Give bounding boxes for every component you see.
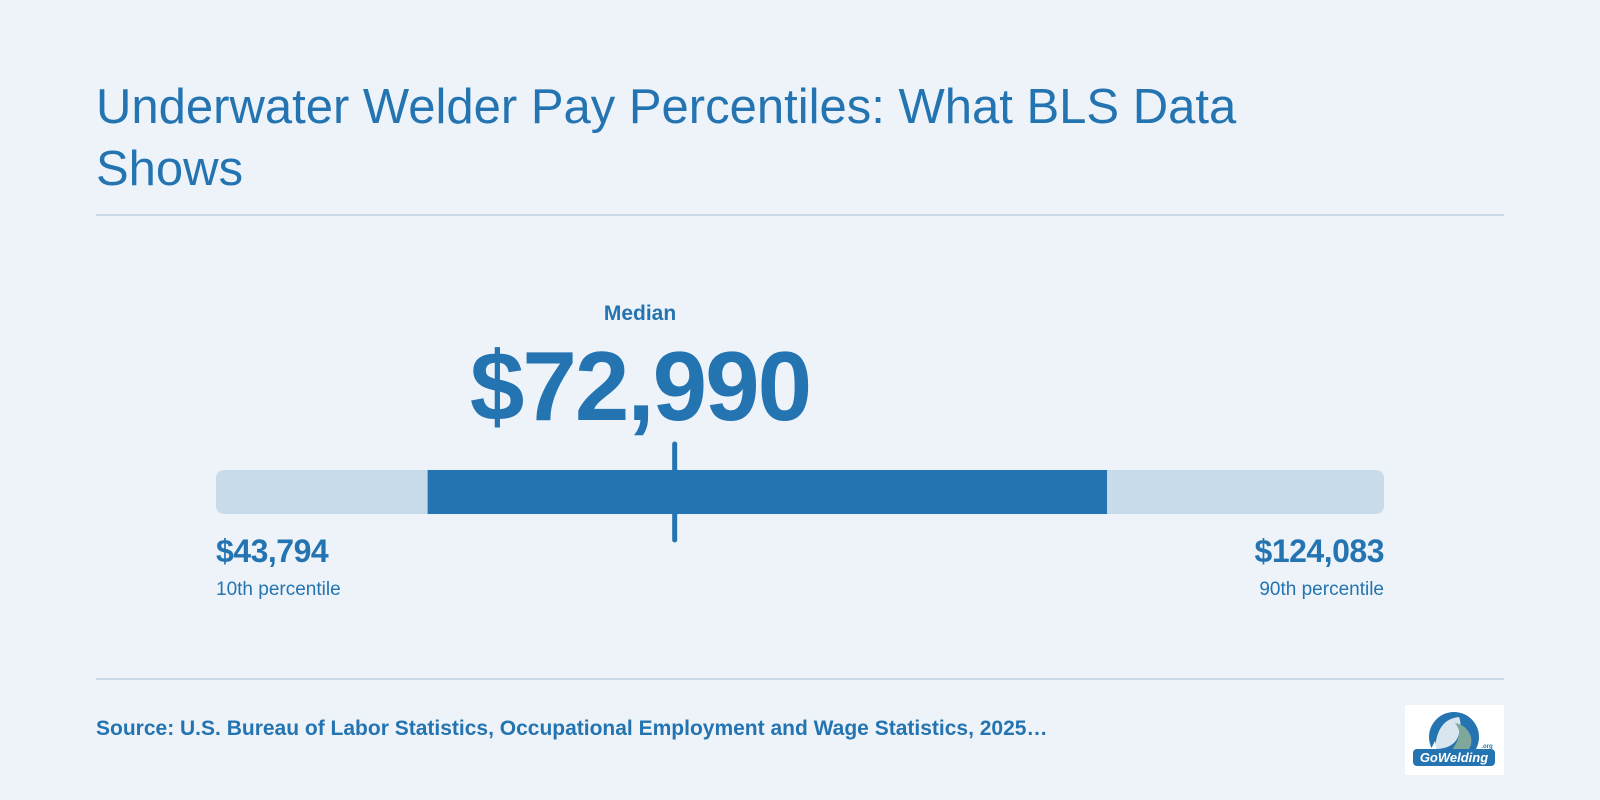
median-value: $72,990 <box>469 331 812 441</box>
chart-title: Underwater Welder Pay Percentiles: What … <box>96 80 1237 196</box>
welder-helmet-icon: GoWelding .org <box>1413 712 1495 766</box>
low-caption: 10th percentile <box>216 579 341 600</box>
top-divider <box>96 214 1504 216</box>
percentile-range-bar <box>427 470 1108 514</box>
bottom-divider <box>96 678 1504 680</box>
median-label: Median <box>603 302 677 325</box>
logo-suffix: .org <box>1481 744 1493 750</box>
gowelding-logo[interactable]: GoWelding .org <box>1405 705 1504 775</box>
logo-text: GoWelding <box>1420 750 1488 765</box>
source-note: Source: U.S. Bureau of Labor Statistics,… <box>96 717 1048 740</box>
low-value: $43,794 <box>216 533 329 569</box>
high-value: $124,083 <box>1254 533 1385 569</box>
high-caption: 90th percentile <box>1259 579 1384 600</box>
